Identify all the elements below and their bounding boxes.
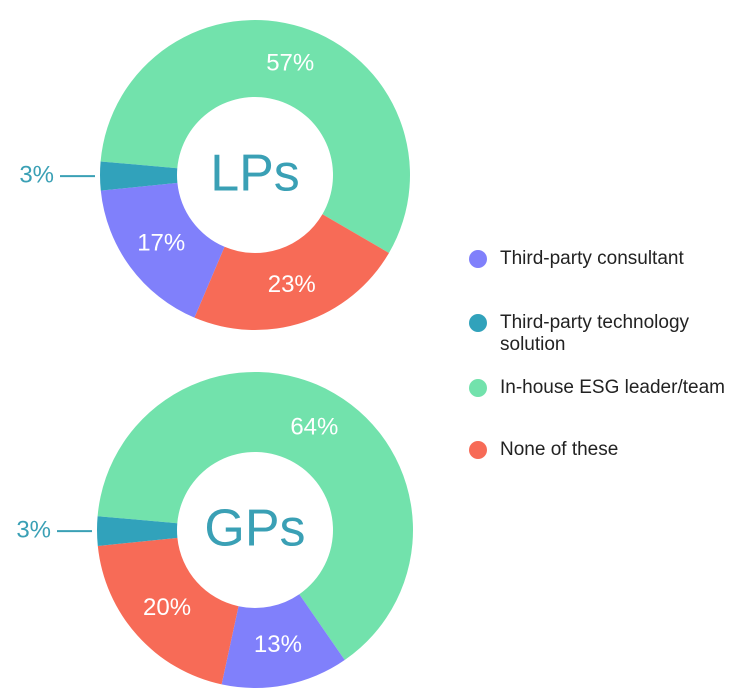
value-label: 3% [19, 161, 54, 188]
donut-segment [97, 516, 178, 546]
donut-segment [194, 214, 389, 330]
donut-segment [221, 594, 345, 689]
legend-item: Third-party technology solution [469, 312, 690, 355]
donut-segment [99, 161, 178, 191]
legend-label-line: Third-party technology [500, 312, 690, 333]
legend-item: Third-party consultant [469, 248, 684, 269]
legend-label: In-house ESG leader/team [500, 377, 725, 398]
donut-segment [97, 371, 414, 661]
legend-label: None of these [500, 439, 618, 460]
center-label: GPs [204, 500, 305, 558]
legend-label: Third-party technology solution [500, 312, 690, 355]
legend-label-line: solution [500, 334, 566, 355]
legend-item: In-house ESG leader/team [469, 377, 725, 398]
legend-label: Third-party consultant [500, 248, 684, 269]
value-label: 64% [290, 413, 338, 440]
donut-segment [100, 182, 225, 318]
legend-swatch [469, 441, 487, 459]
legend-item: None of these [469, 439, 618, 460]
legend-swatch [469, 250, 487, 268]
legend-swatch [469, 314, 487, 332]
value-label: 3% [16, 516, 51, 543]
value-label: 13% [254, 631, 302, 658]
value-label: 17% [137, 229, 185, 256]
center-label: LPs [210, 145, 300, 203]
donut-segment [100, 19, 411, 253]
donut-segment [97, 537, 239, 685]
value-label: 57% [266, 49, 314, 76]
legend-swatch [469, 379, 487, 397]
value-label: 20% [143, 594, 191, 621]
value-label: 23% [268, 271, 316, 298]
